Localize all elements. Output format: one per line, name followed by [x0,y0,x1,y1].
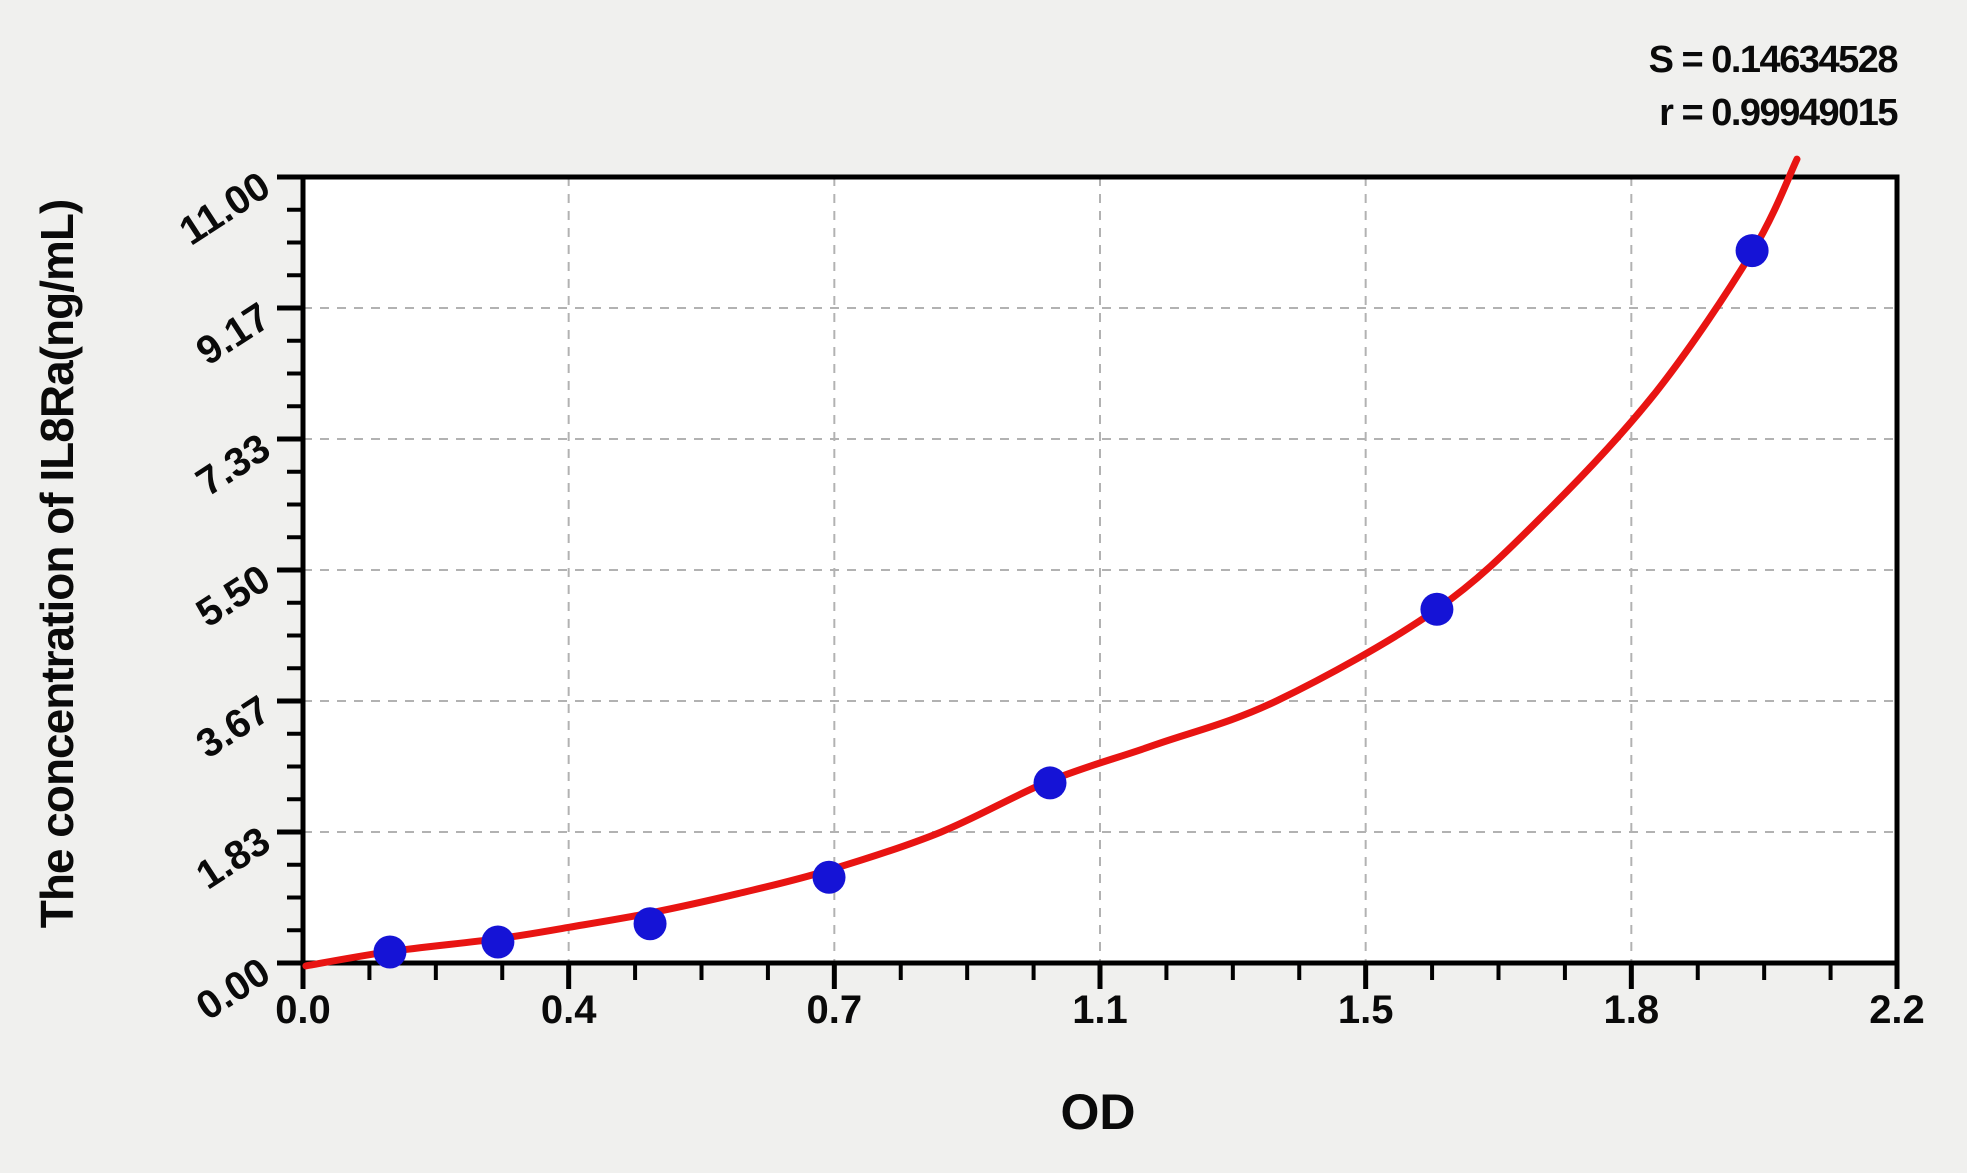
y-tick-label: 0.00 [189,950,278,1029]
y-tick-label: 11.00 [172,164,278,254]
x-tick-label: 0.4 [541,988,597,1032]
data-point [373,935,407,969]
y-axis-title: The concentration of IL8Ra(ng/mL) [31,199,83,929]
stat-r-value: r = 0.99949015 [1659,92,1898,134]
x-axis-title: OD [1060,1084,1136,1140]
y-tick-label: 5.50 [189,557,278,636]
data-point [812,860,846,894]
fit-statistics: S = 0.14634528 r = 0.99949015 [1648,34,1899,140]
x-tick-label: 1.8 [1604,988,1660,1032]
x-tick-label: 0.7 [807,988,863,1032]
y-tick-label: 3.67 [189,688,278,767]
x-tick-label: 2.2 [1869,988,1925,1032]
y-tick-label: 7.33 [189,426,278,505]
data-point [481,925,515,959]
stat-s-value: S = 0.14634528 [1648,39,1899,81]
data-point [633,907,667,941]
data-point [1420,592,1454,626]
y-tick-label: 9.17 [189,295,278,374]
data-point [1033,766,1067,800]
x-tick-label: 0.0 [275,988,331,1032]
x-tick-label: 1.1 [1072,988,1128,1032]
y-tick-label: 1.83 [189,819,278,898]
plot-border [300,174,1900,966]
data-point [1735,234,1769,268]
x-tick-label: 1.5 [1338,988,1394,1032]
